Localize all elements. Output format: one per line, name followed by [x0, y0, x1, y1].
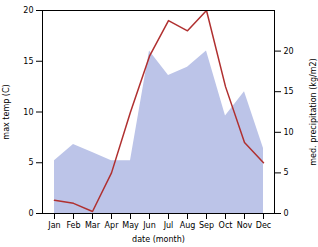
- svg-text:Feb: Feb: [66, 221, 80, 230]
- svg-text:0: 0: [28, 209, 33, 218]
- svg-text:Dec: Dec: [256, 221, 271, 230]
- svg-text:Apr: Apr: [105, 221, 120, 230]
- svg-text:Oct: Oct: [219, 221, 233, 230]
- svg-text:0: 0: [284, 209, 289, 218]
- svg-text:5: 5: [28, 158, 33, 167]
- svg-text:15: 15: [284, 87, 294, 96]
- svg-text:20: 20: [23, 6, 33, 15]
- svg-text:10: 10: [284, 128, 294, 137]
- svg-text:date (month): date (month): [132, 235, 185, 244]
- svg-text:Jun: Jun: [142, 221, 156, 230]
- svg-text:5: 5: [284, 168, 289, 177]
- svg-text:10: 10: [23, 108, 33, 117]
- svg-text:Aug: Aug: [180, 221, 196, 230]
- svg-text:med. precipitation (kg/m2): med. precipitation (kg/m2): [309, 58, 318, 165]
- svg-text:15: 15: [23, 57, 33, 66]
- svg-text:Sep: Sep: [199, 221, 214, 230]
- svg-text:max temp (C): max temp (C): [2, 84, 11, 139]
- svg-text:20: 20: [284, 47, 294, 56]
- svg-text:Jul: Jul: [163, 221, 174, 230]
- svg-text:Mar: Mar: [85, 221, 101, 230]
- svg-text:Jan: Jan: [47, 221, 60, 230]
- svg-text:Nov: Nov: [237, 221, 253, 230]
- svg-text:May: May: [122, 221, 139, 230]
